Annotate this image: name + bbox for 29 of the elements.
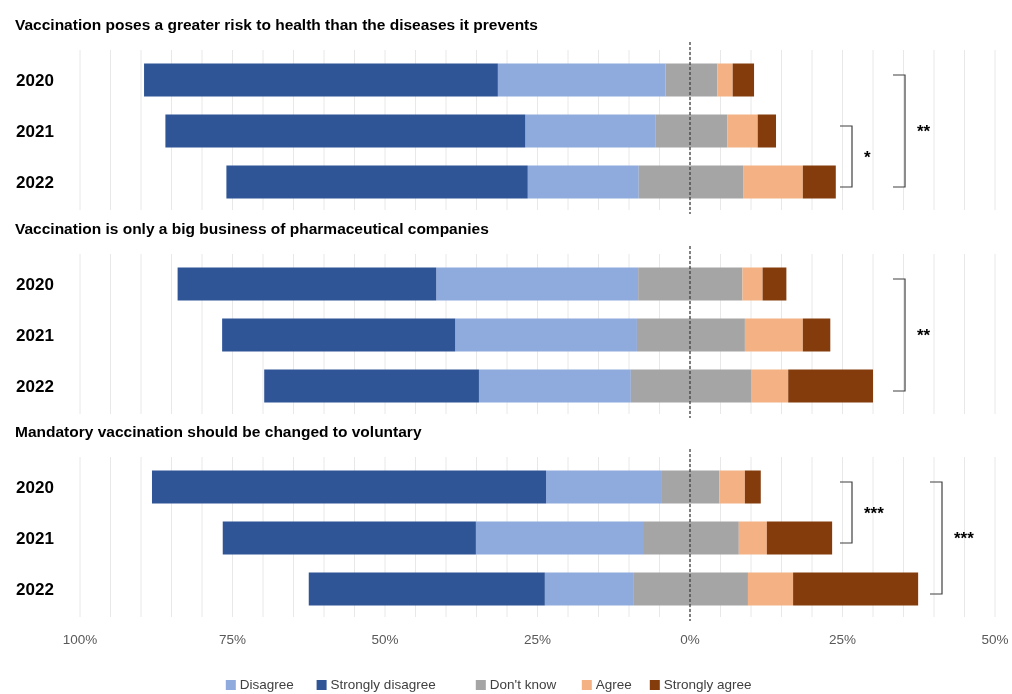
y-tick-label: 2020: [16, 274, 54, 294]
legend-label: Strongly disagree: [330, 677, 436, 692]
x-tick-label: 25%: [523, 632, 552, 647]
y-tick-label: 2021: [16, 121, 54, 141]
chart-title: Vaccination is only a big business of pharmaceutical companies: [15, 220, 489, 237]
annotation: **: [917, 326, 931, 345]
annotation: ***: [954, 529, 975, 548]
legend-label: Strongly agree: [663, 677, 752, 692]
y-tick-label: 2022: [16, 376, 54, 396]
annotation: **: [917, 122, 931, 141]
y-tick-label: 2022: [16, 579, 54, 599]
annotation: *: [864, 147, 871, 167]
legend-label: Disagree: [239, 677, 294, 692]
x-tick-label: 50%: [981, 632, 1009, 647]
annotation: ***: [864, 503, 885, 523]
y-tick-label: 2020: [16, 477, 54, 497]
x-tick-label: 50%: [371, 632, 399, 647]
y-tick-label: 2022: [16, 172, 54, 192]
x-tick-label: 25%: [828, 632, 857, 647]
y-tick-label: 2020: [16, 70, 54, 90]
x-tick-label: 100%: [62, 632, 98, 647]
legend-label: Don't know: [489, 677, 557, 692]
legend-label: Agree: [595, 677, 632, 692]
chart-title: Vaccination poses a greater risk to health than the diseases it prevents: [15, 16, 538, 33]
y-tick-label: 2021: [16, 528, 54, 548]
x-tick-label: 75%: [218, 632, 247, 647]
y-tick-label: 2021: [16, 325, 54, 345]
x-tick-label: 0%: [680, 632, 700, 647]
chart-title: Mandatory vaccination should be changed to voluntary: [15, 423, 422, 440]
